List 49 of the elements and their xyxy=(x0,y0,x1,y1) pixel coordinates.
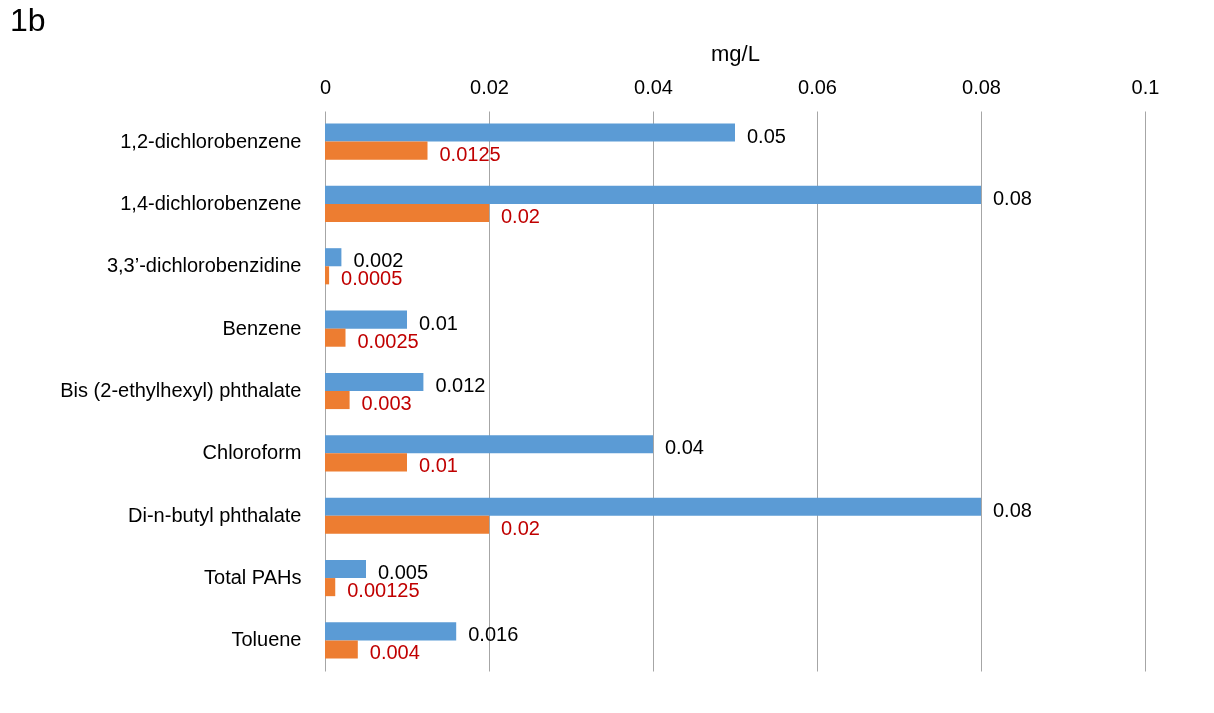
x-axis-title: mg/L xyxy=(711,40,760,66)
bar xyxy=(325,622,457,641)
x-tick-label: 0.04 xyxy=(634,75,673,98)
data-label: 0.004 xyxy=(369,641,420,664)
y-tick-label: Total PAHs xyxy=(204,566,302,589)
data-label: 0.012 xyxy=(435,373,486,396)
bar xyxy=(325,266,330,285)
bar xyxy=(325,391,350,410)
data-label: 0.08 xyxy=(993,498,1032,521)
bar xyxy=(325,560,366,579)
data-label: 0.02 xyxy=(501,204,540,227)
data-label: 0.02 xyxy=(501,516,540,539)
x-tick-label: 0.02 xyxy=(470,75,509,98)
bar xyxy=(325,310,407,329)
x-tick-label: 0 xyxy=(319,75,332,98)
x-tick-label: 0.08 xyxy=(962,75,1001,98)
bar xyxy=(325,435,653,454)
bar xyxy=(325,515,489,534)
data-label: 0.0025 xyxy=(357,329,419,352)
x-tick-label: 0.1 xyxy=(1131,75,1160,98)
data-label: 0.01 xyxy=(419,311,458,334)
y-tick-label: Chloroform xyxy=(202,441,302,464)
y-tick-label: Di-n-butyl phthalate xyxy=(128,503,302,526)
y-tick-label: Bis (2-ethylhexyl) phthalate xyxy=(60,379,302,401)
bar xyxy=(325,123,735,142)
bar xyxy=(325,248,342,267)
bar xyxy=(325,203,489,222)
y-tick-label: Benzene xyxy=(222,316,302,339)
data-label: 0.05 xyxy=(747,124,786,147)
bar xyxy=(325,372,424,391)
bar xyxy=(325,141,428,160)
bar xyxy=(325,185,981,204)
bar xyxy=(325,497,981,516)
bar xyxy=(325,453,407,472)
bar xyxy=(325,578,336,597)
y-tick-label: 1,2-dichlorobenzene xyxy=(120,129,302,152)
y-tick-label: 1,4-dichlorobenzene xyxy=(120,191,302,214)
bar xyxy=(325,640,358,659)
data-label: 0.0125 xyxy=(439,142,501,165)
bar xyxy=(325,328,346,347)
data-label: 0.003 xyxy=(361,392,412,415)
data-label: 0.08 xyxy=(993,186,1032,209)
x-tick-label: 0.06 xyxy=(798,75,837,98)
y-tick-label: 3,3’-dichlorobenzidine xyxy=(106,254,302,277)
data-label: 0.016 xyxy=(468,623,519,646)
data-label: 0.04 xyxy=(665,436,704,459)
y-tick-label: Toluene xyxy=(231,628,302,651)
text: 1b xyxy=(10,2,46,38)
data-label: 0.01 xyxy=(419,454,458,477)
